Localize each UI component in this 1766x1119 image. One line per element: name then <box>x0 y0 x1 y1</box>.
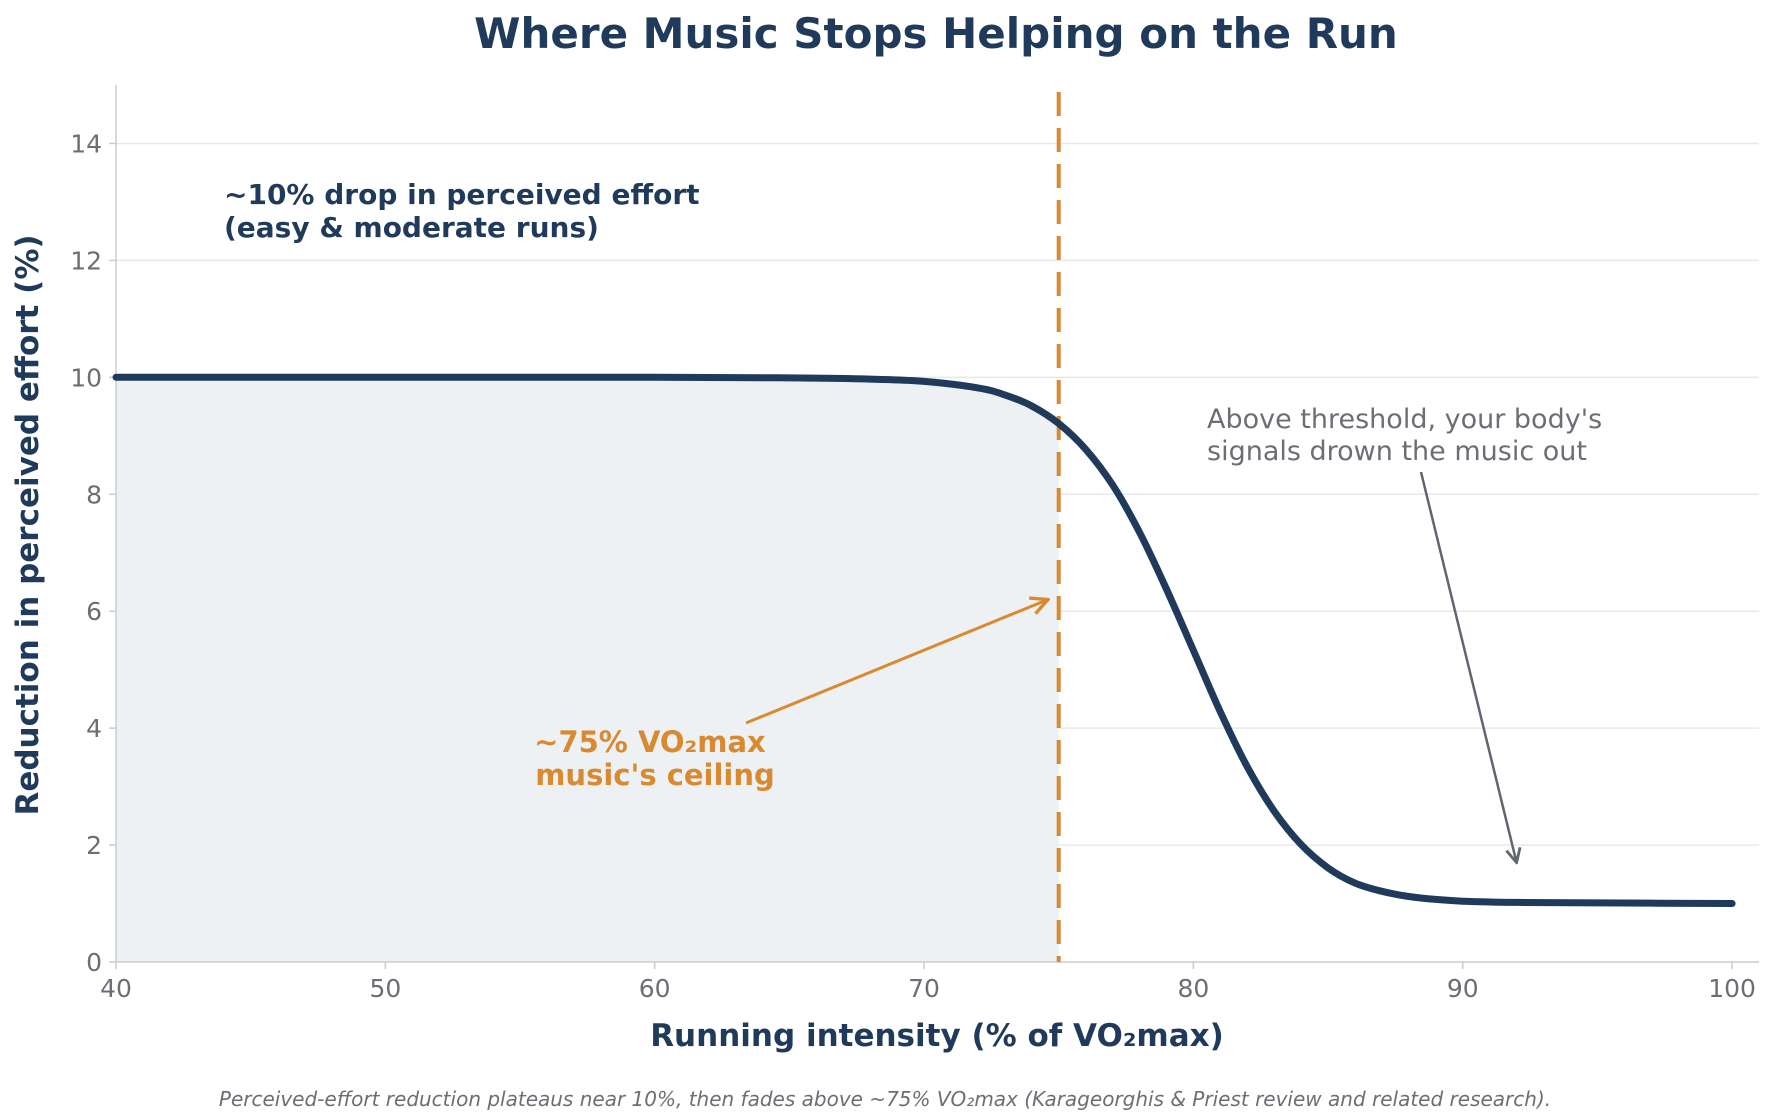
y-tick-label: 10 <box>70 363 102 392</box>
x-tick-label: 100 <box>1708 974 1756 1003</box>
x-axis-label: Running intensity (% of VO₂max) <box>650 1018 1224 1054</box>
y-tick-label: 2 <box>86 831 102 860</box>
shaded-region <box>116 377 1059 962</box>
ceiling-annotation-line-1: ~75% VO₂max <box>534 725 766 759</box>
x-tick-label: 70 <box>908 974 940 1003</box>
y-tick-label: 0 <box>86 948 102 977</box>
y-tick-label: 4 <box>86 714 102 743</box>
y-tick-label: 14 <box>70 129 102 158</box>
y-axis-label: Reduction in perceived effort (%) <box>10 234 46 815</box>
series-line <box>112 373 1736 907</box>
x-tick-label: 80 <box>1177 974 1209 1003</box>
ceiling-arrow <box>745 600 1048 725</box>
x-tick-label: 60 <box>639 974 671 1003</box>
above-threshold-annotation-line-2: signals drown the music out <box>1207 436 1587 467</box>
ceiling-annotation-line-2: music's ceiling <box>535 758 775 792</box>
plateau-annotation-line-2: (easy & moderate runs) <box>224 211 599 244</box>
tick-labels: 40 50 60 70 80 90 100 0 2 4 6 8 10 12 14 <box>70 129 1756 1003</box>
plateau-annotation-line-1: ~10% drop in perceived effort <box>224 178 700 211</box>
above-threshold-annotation: Above threshold, your body's signals dro… <box>1207 404 1611 467</box>
above-threshold-arrow <box>1419 471 1517 863</box>
x-tick-label: 50 <box>369 974 401 1003</box>
plateau-annotation: ~10% drop in perceived effort (easy & mo… <box>224 178 709 244</box>
axes <box>115 85 1759 963</box>
y-tick-label: 6 <box>86 597 102 626</box>
ceiling-annotation: ~75% VO₂max music's ceiling <box>534 725 776 792</box>
x-tick-label: 40 <box>100 974 132 1003</box>
x-tick-label: 90 <box>1447 974 1479 1003</box>
chart-title: Where Music Stops Helping on the Run <box>474 9 1398 58</box>
y-tick-label: 12 <box>70 246 102 275</box>
above-threshold-annotation-line-1: Above threshold, your body's <box>1207 404 1602 435</box>
caption: Perceived-effort reduction plateaus near… <box>219 1087 1551 1111</box>
y-tick-label: 8 <box>86 480 102 509</box>
